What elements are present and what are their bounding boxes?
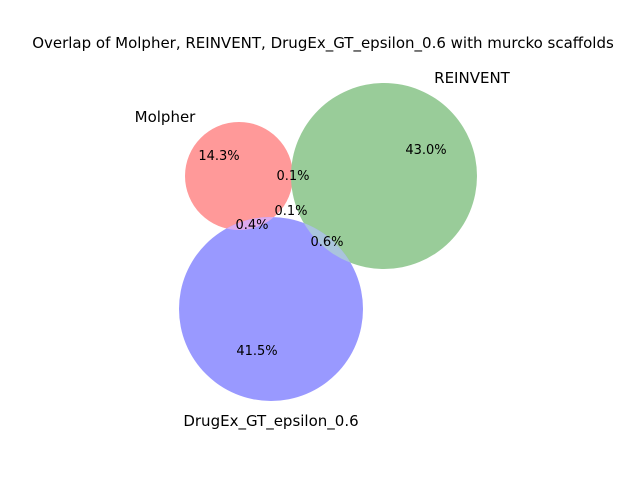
circle-molpher	[185, 122, 293, 230]
region-label-all-three: 0.1%	[274, 204, 307, 219]
region-label-molpher-only: 14.3%	[198, 149, 239, 164]
region-label-molpher-reinvent: 0.1%	[276, 169, 309, 184]
circle-drugex	[179, 217, 363, 401]
circle-reinvent	[291, 83, 477, 269]
set-label-molpher: Molpher	[135, 108, 197, 126]
set-label-drugex: DrugEx_GT_epsilon_0.6	[183, 412, 358, 431]
region-label-reinvent-drugex: 0.6%	[310, 235, 343, 250]
chart-title: Overlap of Molpher, REINVENT, DrugEx_GT_…	[32, 34, 614, 53]
region-label-molpher-drugex: 0.4%	[235, 218, 268, 233]
set-label-reinvent: REINVENT	[434, 69, 511, 87]
region-label-drugex-only: 41.5%	[236, 344, 277, 359]
region-label-reinvent-only: 43.0%	[405, 143, 446, 158]
